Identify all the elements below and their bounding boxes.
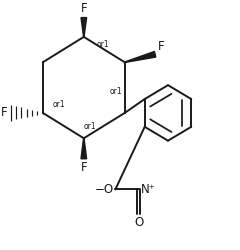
Text: F: F — [158, 40, 165, 53]
Text: F: F — [80, 2, 87, 15]
Text: or1: or1 — [97, 40, 109, 49]
Polygon shape — [125, 52, 156, 62]
Text: O: O — [134, 216, 143, 229]
Text: or1: or1 — [52, 100, 65, 110]
Polygon shape — [81, 138, 87, 159]
Text: N⁺: N⁺ — [141, 183, 156, 196]
Text: or1: or1 — [84, 122, 96, 131]
Text: −O: −O — [94, 183, 114, 196]
Text: F: F — [80, 161, 87, 174]
Polygon shape — [81, 18, 87, 37]
Text: or1: or1 — [109, 88, 122, 96]
Text: F: F — [1, 106, 8, 120]
